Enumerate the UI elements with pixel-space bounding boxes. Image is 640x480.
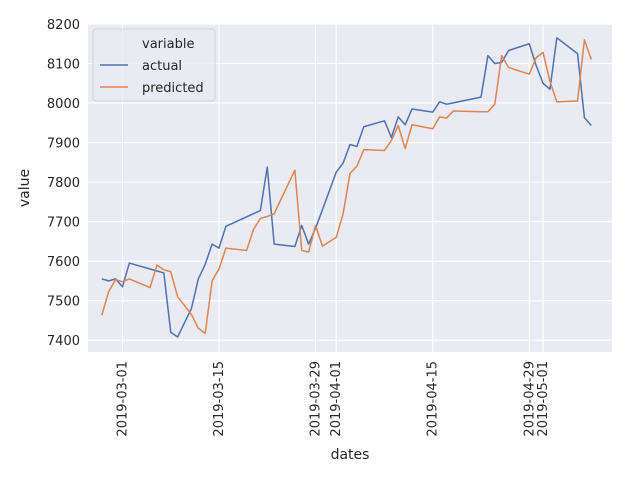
x-axis-label: dates — [331, 447, 370, 463]
legend-box — [92, 28, 216, 102]
y-tick-label: 8200 — [47, 18, 80, 33]
series-layer — [101, 37, 593, 338]
x-tick-label: 2019-04-29 — [522, 361, 537, 437]
x-tick-label: 2019-03-15 — [212, 361, 227, 437]
x-tick-label: 2019-03-01 — [115, 361, 130, 437]
series-line-actual — [101, 37, 592, 338]
x-tick-label: 2019-04-01 — [329, 361, 344, 437]
y-tick-label: 7700 — [47, 216, 80, 231]
legend: variable actual predicted — [92, 28, 216, 102]
y-tick-label: 8100 — [47, 58, 80, 73]
x-tick-label: 2019-05-01 — [536, 361, 551, 437]
y-tick-label: 7500 — [47, 295, 80, 310]
y-tick-label: 7900 — [47, 137, 80, 152]
legend-title: variable — [142, 37, 194, 52]
x-tick-label: 2019-04-15 — [426, 361, 441, 437]
legend-label-actual: actual — [142, 59, 182, 74]
y-tick-labels: 7400 7500 7600 7700 7800 7900 8000 8100 8200 — [47, 18, 80, 349]
series-line-predicted — [101, 39, 593, 335]
y-tick-label: 8000 — [47, 97, 80, 112]
y-tick-label: 7800 — [47, 176, 80, 191]
x-tick-labels: 2019-03-01 2019-03-15 2019-03-29 2019-04-01… — [115, 361, 551, 437]
legend-label-predicted: predicted — [142, 81, 204, 96]
y-tick-label: 7600 — [47, 255, 80, 270]
y-axis-label: value — [17, 169, 33, 207]
y-tick-label: 7400 — [47, 334, 80, 349]
x-tick-label: 2019-03-29 — [309, 361, 324, 437]
